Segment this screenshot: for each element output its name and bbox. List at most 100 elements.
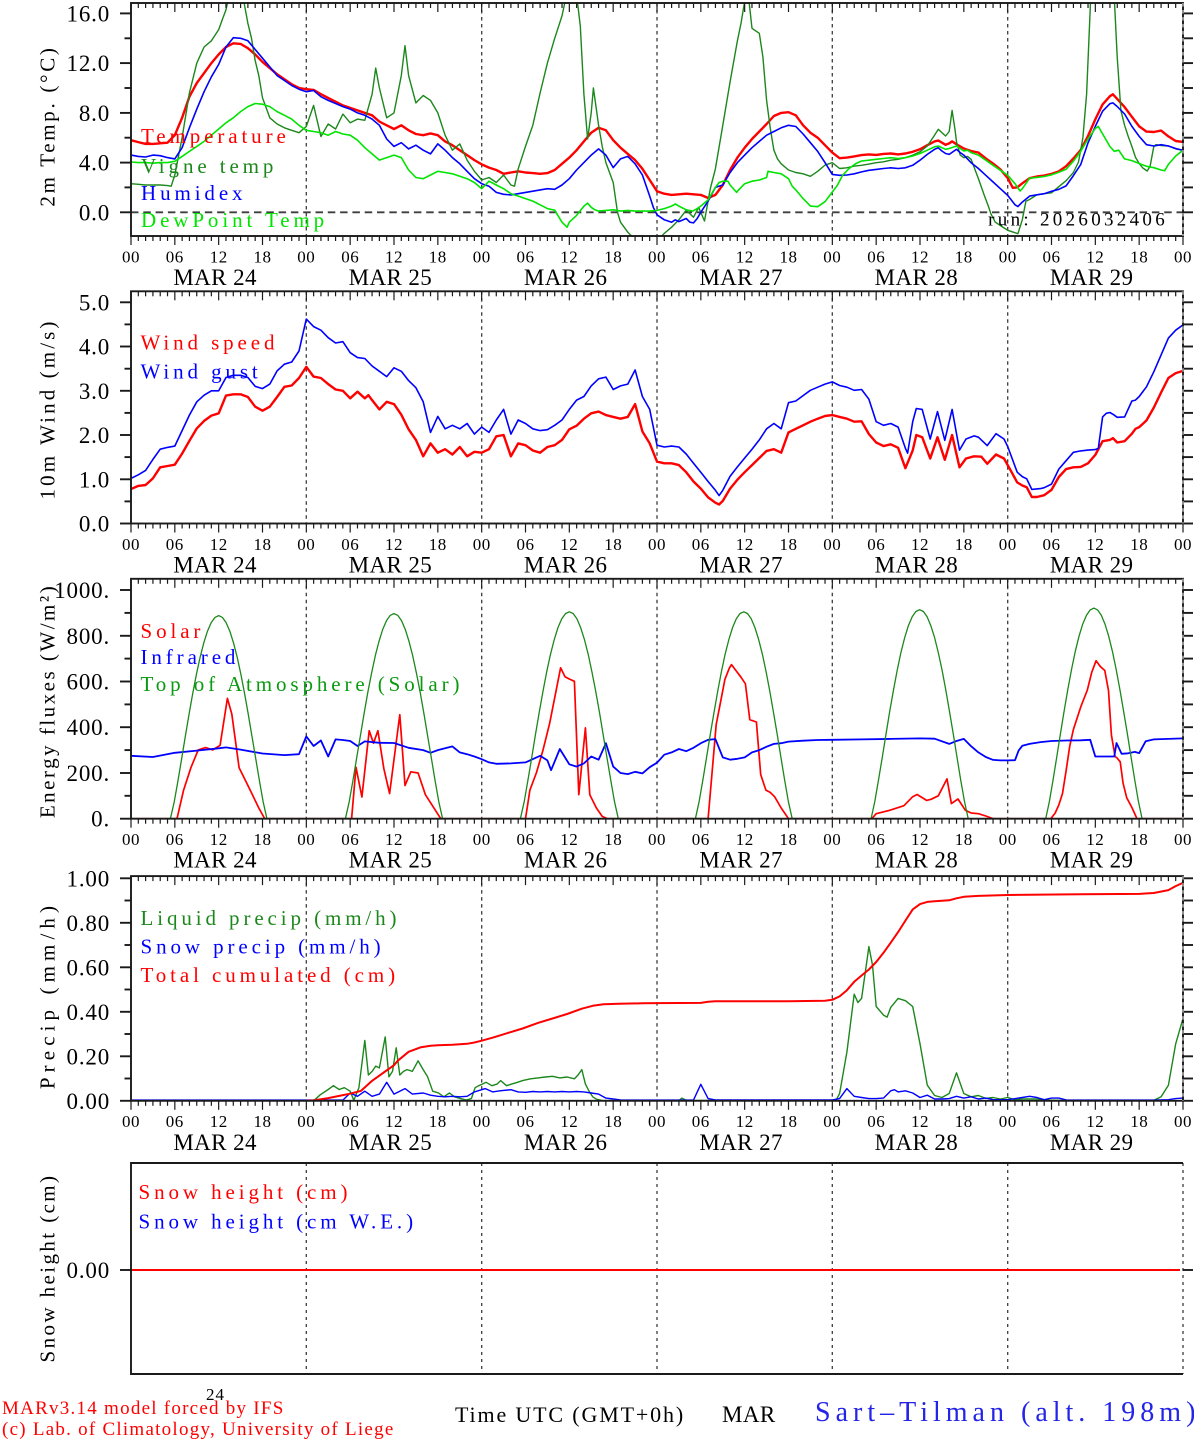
svg-text:800.: 800. — [67, 624, 110, 649]
svg-text:06: 06 — [867, 1112, 885, 1131]
svg-text:06: 06 — [517, 247, 535, 266]
svg-text:00: 00 — [823, 830, 841, 849]
svg-text:MAR 29: MAR 29 — [1050, 553, 1134, 578]
svg-text:00: 00 — [999, 1112, 1017, 1131]
svg-text:00: 00 — [999, 535, 1017, 554]
svg-text:18: 18 — [780, 247, 798, 266]
svg-text:12: 12 — [736, 1112, 754, 1131]
svg-text:5.0: 5.0 — [79, 290, 110, 315]
svg-text:00: 00 — [999, 247, 1017, 266]
svg-text:Wind speed: Wind speed — [141, 331, 279, 355]
svg-text:Vigne temp: Vigne temp — [141, 154, 277, 178]
svg-text:00: 00 — [473, 247, 491, 266]
svg-text:400.: 400. — [67, 715, 110, 740]
svg-text:0.0: 0.0 — [79, 512, 110, 537]
svg-text:0.60: 0.60 — [67, 955, 110, 980]
svg-text:06: 06 — [692, 535, 710, 554]
svg-text:00: 00 — [122, 830, 140, 849]
svg-text:06: 06 — [692, 830, 710, 849]
svg-text:12: 12 — [911, 247, 929, 266]
svg-text:12: 12 — [560, 830, 578, 849]
svg-text:18: 18 — [604, 1112, 622, 1131]
svg-text:00: 00 — [648, 1112, 666, 1131]
svg-text:18: 18 — [604, 830, 622, 849]
svg-text:MAR 25: MAR 25 — [349, 1130, 433, 1155]
svg-text:12: 12 — [560, 535, 578, 554]
svg-text:06: 06 — [166, 830, 184, 849]
svg-text:12: 12 — [385, 535, 403, 554]
svg-text:DewPoint Temp: DewPoint Temp — [141, 208, 328, 232]
svg-text:18: 18 — [429, 1112, 447, 1131]
svg-text:06: 06 — [341, 535, 359, 554]
svg-text:18: 18 — [955, 247, 973, 266]
svg-text:00: 00 — [1174, 830, 1192, 849]
svg-text:12: 12 — [210, 1112, 228, 1131]
svg-text:0.0: 0.0 — [79, 200, 110, 225]
svg-text:Sart–Tilman (alt. 198m): Sart–Tilman (alt. 198m) — [815, 1397, 1194, 1428]
svg-text:18: 18 — [955, 830, 973, 849]
svg-text:MAR 29: MAR 29 — [1050, 1130, 1134, 1155]
svg-text:0.: 0. — [91, 807, 110, 832]
svg-text:10m Wind (m/s): 10m Wind (m/s) — [36, 319, 60, 500]
svg-text:2.0: 2.0 — [79, 423, 110, 448]
svg-text:2m Temp. (°C): 2m Temp. (°C) — [36, 45, 60, 206]
svg-text:18: 18 — [604, 535, 622, 554]
svg-text:18: 18 — [429, 535, 447, 554]
svg-text:18: 18 — [1130, 1112, 1148, 1131]
svg-text:00: 00 — [823, 535, 841, 554]
svg-text:16.0: 16.0 — [67, 1, 110, 26]
svg-text:MAR 24: MAR 24 — [173, 265, 257, 290]
svg-text:0.20: 0.20 — [67, 1044, 110, 1069]
svg-text:4.0: 4.0 — [79, 335, 110, 360]
svg-text:12.0: 12.0 — [67, 51, 110, 76]
svg-text:Time UTC (GMT+0h): Time UTC (GMT+0h) — [455, 1402, 685, 1427]
svg-text:00: 00 — [122, 535, 140, 554]
svg-text:18: 18 — [254, 830, 272, 849]
svg-text:12: 12 — [210, 830, 228, 849]
svg-text:06: 06 — [867, 535, 885, 554]
svg-text:MAR 28: MAR 28 — [875, 553, 959, 578]
svg-text:12: 12 — [911, 830, 929, 849]
svg-text:00: 00 — [473, 1112, 491, 1131]
svg-text:18: 18 — [429, 247, 447, 266]
svg-text:Infrared: Infrared — [141, 645, 240, 669]
svg-text:00: 00 — [473, 830, 491, 849]
svg-text:MAR 24: MAR 24 — [173, 1130, 257, 1155]
svg-text:06: 06 — [692, 1112, 710, 1131]
svg-text:Solar: Solar — [141, 619, 205, 643]
svg-text:18: 18 — [1130, 247, 1148, 266]
svg-text:MAR 27: MAR 27 — [699, 1130, 783, 1155]
svg-text:00: 00 — [297, 247, 315, 266]
svg-text:Temperature: Temperature — [141, 124, 290, 148]
svg-text:00: 00 — [1174, 247, 1192, 266]
svg-text:MAR 25: MAR 25 — [349, 265, 433, 290]
svg-text:1.00: 1.00 — [67, 866, 110, 891]
svg-text:MAR 29: MAR 29 — [1050, 265, 1134, 290]
svg-text:18: 18 — [955, 1112, 973, 1131]
svg-text:MAR 26: MAR 26 — [524, 848, 608, 873]
svg-text:0.00: 0.00 — [67, 1258, 110, 1283]
svg-text:00: 00 — [1174, 535, 1192, 554]
svg-text:run: 2026032406: run: 2026032406 — [988, 210, 1168, 231]
svg-text:3.0: 3.0 — [79, 379, 110, 404]
svg-text:MAR 26: MAR 26 — [524, 1130, 608, 1155]
svg-text:00: 00 — [648, 247, 666, 266]
svg-text:MAR 25: MAR 25 — [349, 553, 433, 578]
svg-text:00: 00 — [122, 247, 140, 266]
svg-text:12: 12 — [911, 535, 929, 554]
svg-text:18: 18 — [780, 1112, 798, 1131]
svg-text:600.: 600. — [67, 670, 110, 695]
svg-text:12: 12 — [911, 1112, 929, 1131]
svg-text:18: 18 — [254, 1112, 272, 1131]
svg-text:18: 18 — [1130, 830, 1148, 849]
svg-text:00: 00 — [999, 830, 1017, 849]
svg-text:00: 00 — [297, 830, 315, 849]
svg-text:06: 06 — [1043, 535, 1061, 554]
svg-text:18: 18 — [780, 535, 798, 554]
svg-text:12: 12 — [210, 535, 228, 554]
svg-text:18: 18 — [254, 247, 272, 266]
svg-text:12: 12 — [736, 535, 754, 554]
svg-text:12: 12 — [1086, 1112, 1104, 1131]
svg-text:Humidex: Humidex — [141, 181, 246, 205]
svg-text:Precip (mm/h): Precip (mm/h) — [36, 901, 60, 1089]
